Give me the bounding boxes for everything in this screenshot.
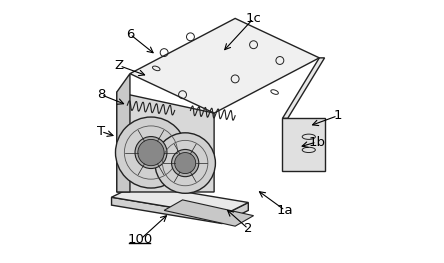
Polygon shape xyxy=(282,118,325,171)
Text: 1: 1 xyxy=(333,109,342,122)
Polygon shape xyxy=(117,92,214,192)
Circle shape xyxy=(138,139,164,166)
Text: 100: 100 xyxy=(128,233,153,246)
Polygon shape xyxy=(117,74,130,192)
Polygon shape xyxy=(164,200,254,226)
Text: 1a: 1a xyxy=(277,204,293,217)
Text: 8: 8 xyxy=(97,88,105,101)
Text: 1c: 1c xyxy=(246,12,262,25)
Circle shape xyxy=(135,136,167,169)
Text: 1b: 1b xyxy=(308,135,325,149)
Polygon shape xyxy=(282,58,325,118)
Text: 2: 2 xyxy=(244,222,253,235)
Circle shape xyxy=(171,149,199,177)
Circle shape xyxy=(174,153,196,174)
Text: Z: Z xyxy=(115,59,124,72)
Text: 6: 6 xyxy=(126,28,134,41)
Polygon shape xyxy=(111,197,248,224)
Text: T: T xyxy=(97,125,105,138)
Polygon shape xyxy=(130,18,319,113)
Circle shape xyxy=(115,117,186,188)
Polygon shape xyxy=(111,184,248,216)
Circle shape xyxy=(155,133,215,193)
